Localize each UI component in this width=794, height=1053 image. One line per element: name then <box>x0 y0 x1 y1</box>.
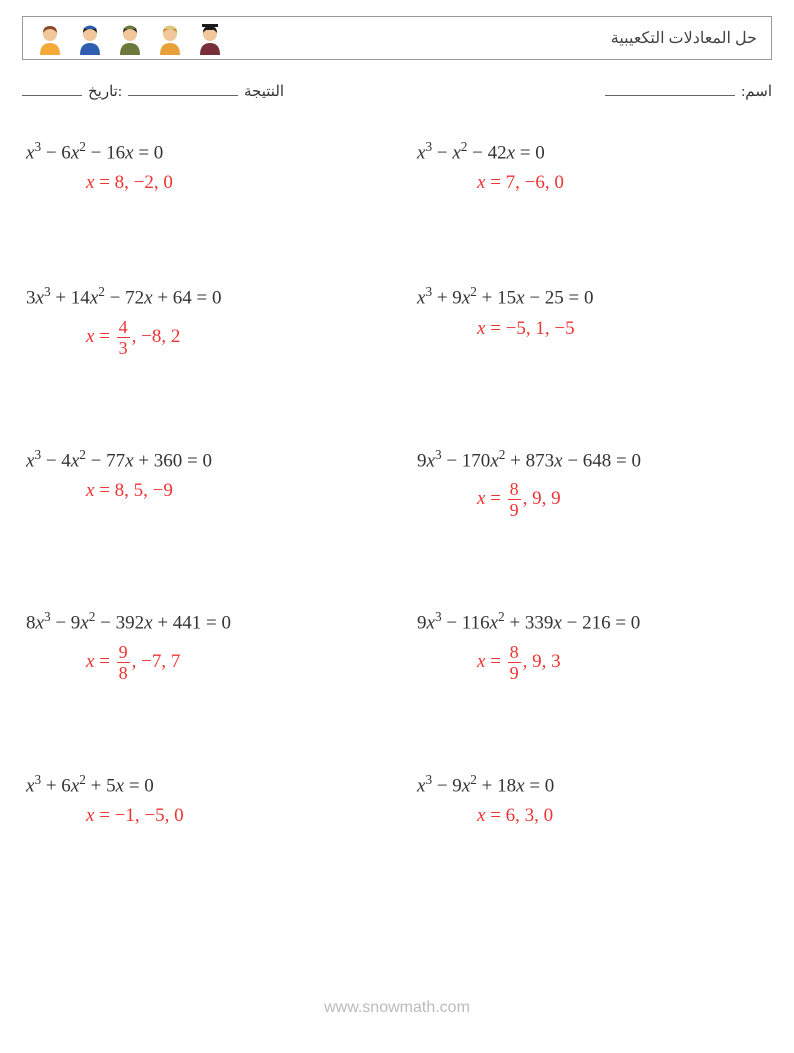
problem: 8x3 − 9x2 − 392x + 441 = 0 x = 98, −7, 7 <box>26 609 377 681</box>
equation: 9x3 − 170x2 + 873x − 648 = 0 <box>417 447 768 472</box>
equation: 3x3 + 14x2 − 72x + 64 = 0 <box>26 284 377 309</box>
watermark: www.snowmath.com <box>0 999 794 1017</box>
equation: x3 + 6x2 + 5x = 0 <box>26 772 377 797</box>
date-blank[interactable] <box>22 82 82 96</box>
equation: x3 − 4x2 − 77x + 360 = 0 <box>26 447 377 472</box>
problem: x3 − 9x2 + 18x = 0 x = 6, 3, 0 <box>417 772 768 827</box>
person-icon <box>37 21 63 55</box>
person-icon <box>157 21 183 55</box>
problem: x3 − x2 − 42x = 0 x = 7, −6, 0 <box>417 139 768 194</box>
header-box: حل المعادلات التكعيبية <box>22 16 772 60</box>
name-blank[interactable] <box>605 82 735 96</box>
equation: 8x3 − 9x2 − 392x + 441 = 0 <box>26 609 377 634</box>
answer: x = 7, −6, 0 <box>417 172 768 194</box>
problem: x3 − 6x2 − 16x = 0 x = 8, −2, 0 <box>26 139 377 194</box>
answer: x = −5, 1, −5 <box>417 318 768 340</box>
equation: x3 + 9x2 + 15x − 25 = 0 <box>417 284 768 309</box>
problems-grid: x3 − 6x2 − 16x = 0 x = 8, −2, 0 x3 − x2 − … <box>22 139 772 827</box>
equation: x3 − 6x2 − 16x = 0 <box>26 139 377 164</box>
problem: x3 + 9x2 + 15x − 25 = 0 x = −5, 1, −5 <box>417 284 768 356</box>
worksheet-title: حل المعادلات التكعيبية <box>611 28 757 48</box>
answer: x = 8, −2, 0 <box>26 172 377 194</box>
meta-score-date-block: النتيجة :تاريخ <box>22 82 284 101</box>
problem: 9x3 − 170x2 + 873x − 648 = 0 x = 89, 9, 9 <box>417 447 768 519</box>
score-blank[interactable] <box>128 82 238 96</box>
meta-name-block: اسم: <box>605 82 772 101</box>
meta-row: اسم: النتيجة :تاريخ <box>22 82 772 101</box>
answer: x = 6, 3, 0 <box>417 805 768 827</box>
answer: x = 89, 9, 3 <box>417 643 768 682</box>
person-icon <box>197 21 223 55</box>
problem: x3 − 4x2 − 77x + 360 = 0 x = 8, 5, −9 <box>26 447 377 519</box>
person-icon <box>117 21 143 55</box>
problem: x3 + 6x2 + 5x = 0 x = −1, −5, 0 <box>26 772 377 827</box>
equation: x3 − x2 − 42x = 0 <box>417 139 768 164</box>
name-label: اسم: <box>741 82 772 101</box>
date-label: :تاريخ <box>88 82 122 101</box>
equation: 9x3 − 116x2 + 339x − 216 = 0 <box>417 609 768 634</box>
answer: x = 89, 9, 9 <box>417 480 768 519</box>
answer: x = −1, −5, 0 <box>26 805 377 827</box>
score-label: النتيجة <box>244 82 284 101</box>
header-icons <box>37 21 223 55</box>
equation: x3 − 9x2 + 18x = 0 <box>417 772 768 797</box>
person-icon <box>77 21 103 55</box>
worksheet-page: حل المعادلات التكعيبية اسم: النتيجة :تار… <box>0 0 794 827</box>
problem: 3x3 + 14x2 − 72x + 64 = 0 x = 43, −8, 2 <box>26 284 377 356</box>
answer: x = 43, −8, 2 <box>26 318 377 357</box>
problem: 9x3 − 116x2 + 339x − 216 = 0 x = 89, 9, 3 <box>417 609 768 681</box>
answer: x = 8, 5, −9 <box>26 480 377 502</box>
answer: x = 98, −7, 7 <box>26 643 377 682</box>
